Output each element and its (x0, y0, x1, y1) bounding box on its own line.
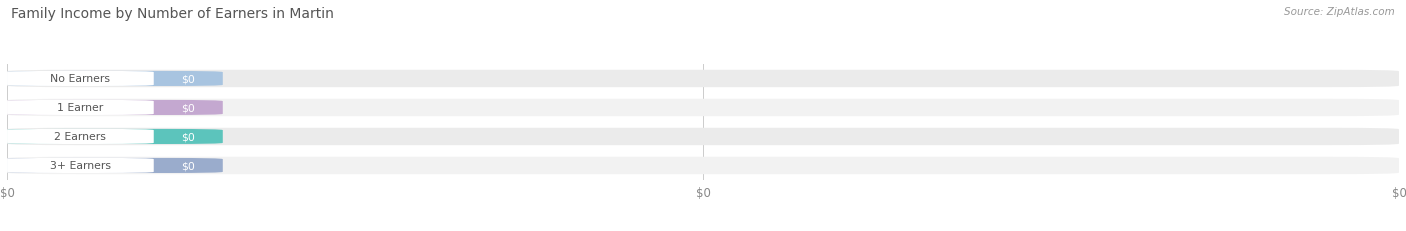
FancyBboxPatch shape (7, 158, 222, 173)
FancyBboxPatch shape (7, 129, 222, 144)
FancyBboxPatch shape (7, 72, 153, 87)
Text: 1 Earner: 1 Earner (58, 103, 104, 113)
Text: $0: $0 (181, 132, 195, 142)
FancyBboxPatch shape (7, 129, 153, 144)
FancyBboxPatch shape (7, 100, 222, 116)
FancyBboxPatch shape (7, 128, 1399, 146)
Text: No Earners: No Earners (51, 74, 111, 84)
FancyBboxPatch shape (7, 72, 222, 87)
FancyBboxPatch shape (7, 99, 1399, 117)
FancyBboxPatch shape (7, 70, 1399, 88)
Text: $0: $0 (181, 103, 195, 113)
FancyBboxPatch shape (7, 100, 153, 116)
FancyBboxPatch shape (7, 157, 1399, 174)
FancyBboxPatch shape (7, 158, 153, 173)
Text: Source: ZipAtlas.com: Source: ZipAtlas.com (1284, 7, 1395, 17)
Text: 3+ Earners: 3+ Earners (49, 161, 111, 171)
Text: $0: $0 (181, 74, 195, 84)
Text: Family Income by Number of Earners in Martin: Family Income by Number of Earners in Ma… (11, 7, 335, 21)
Text: $0: $0 (181, 161, 195, 171)
Text: 2 Earners: 2 Earners (55, 132, 107, 142)
